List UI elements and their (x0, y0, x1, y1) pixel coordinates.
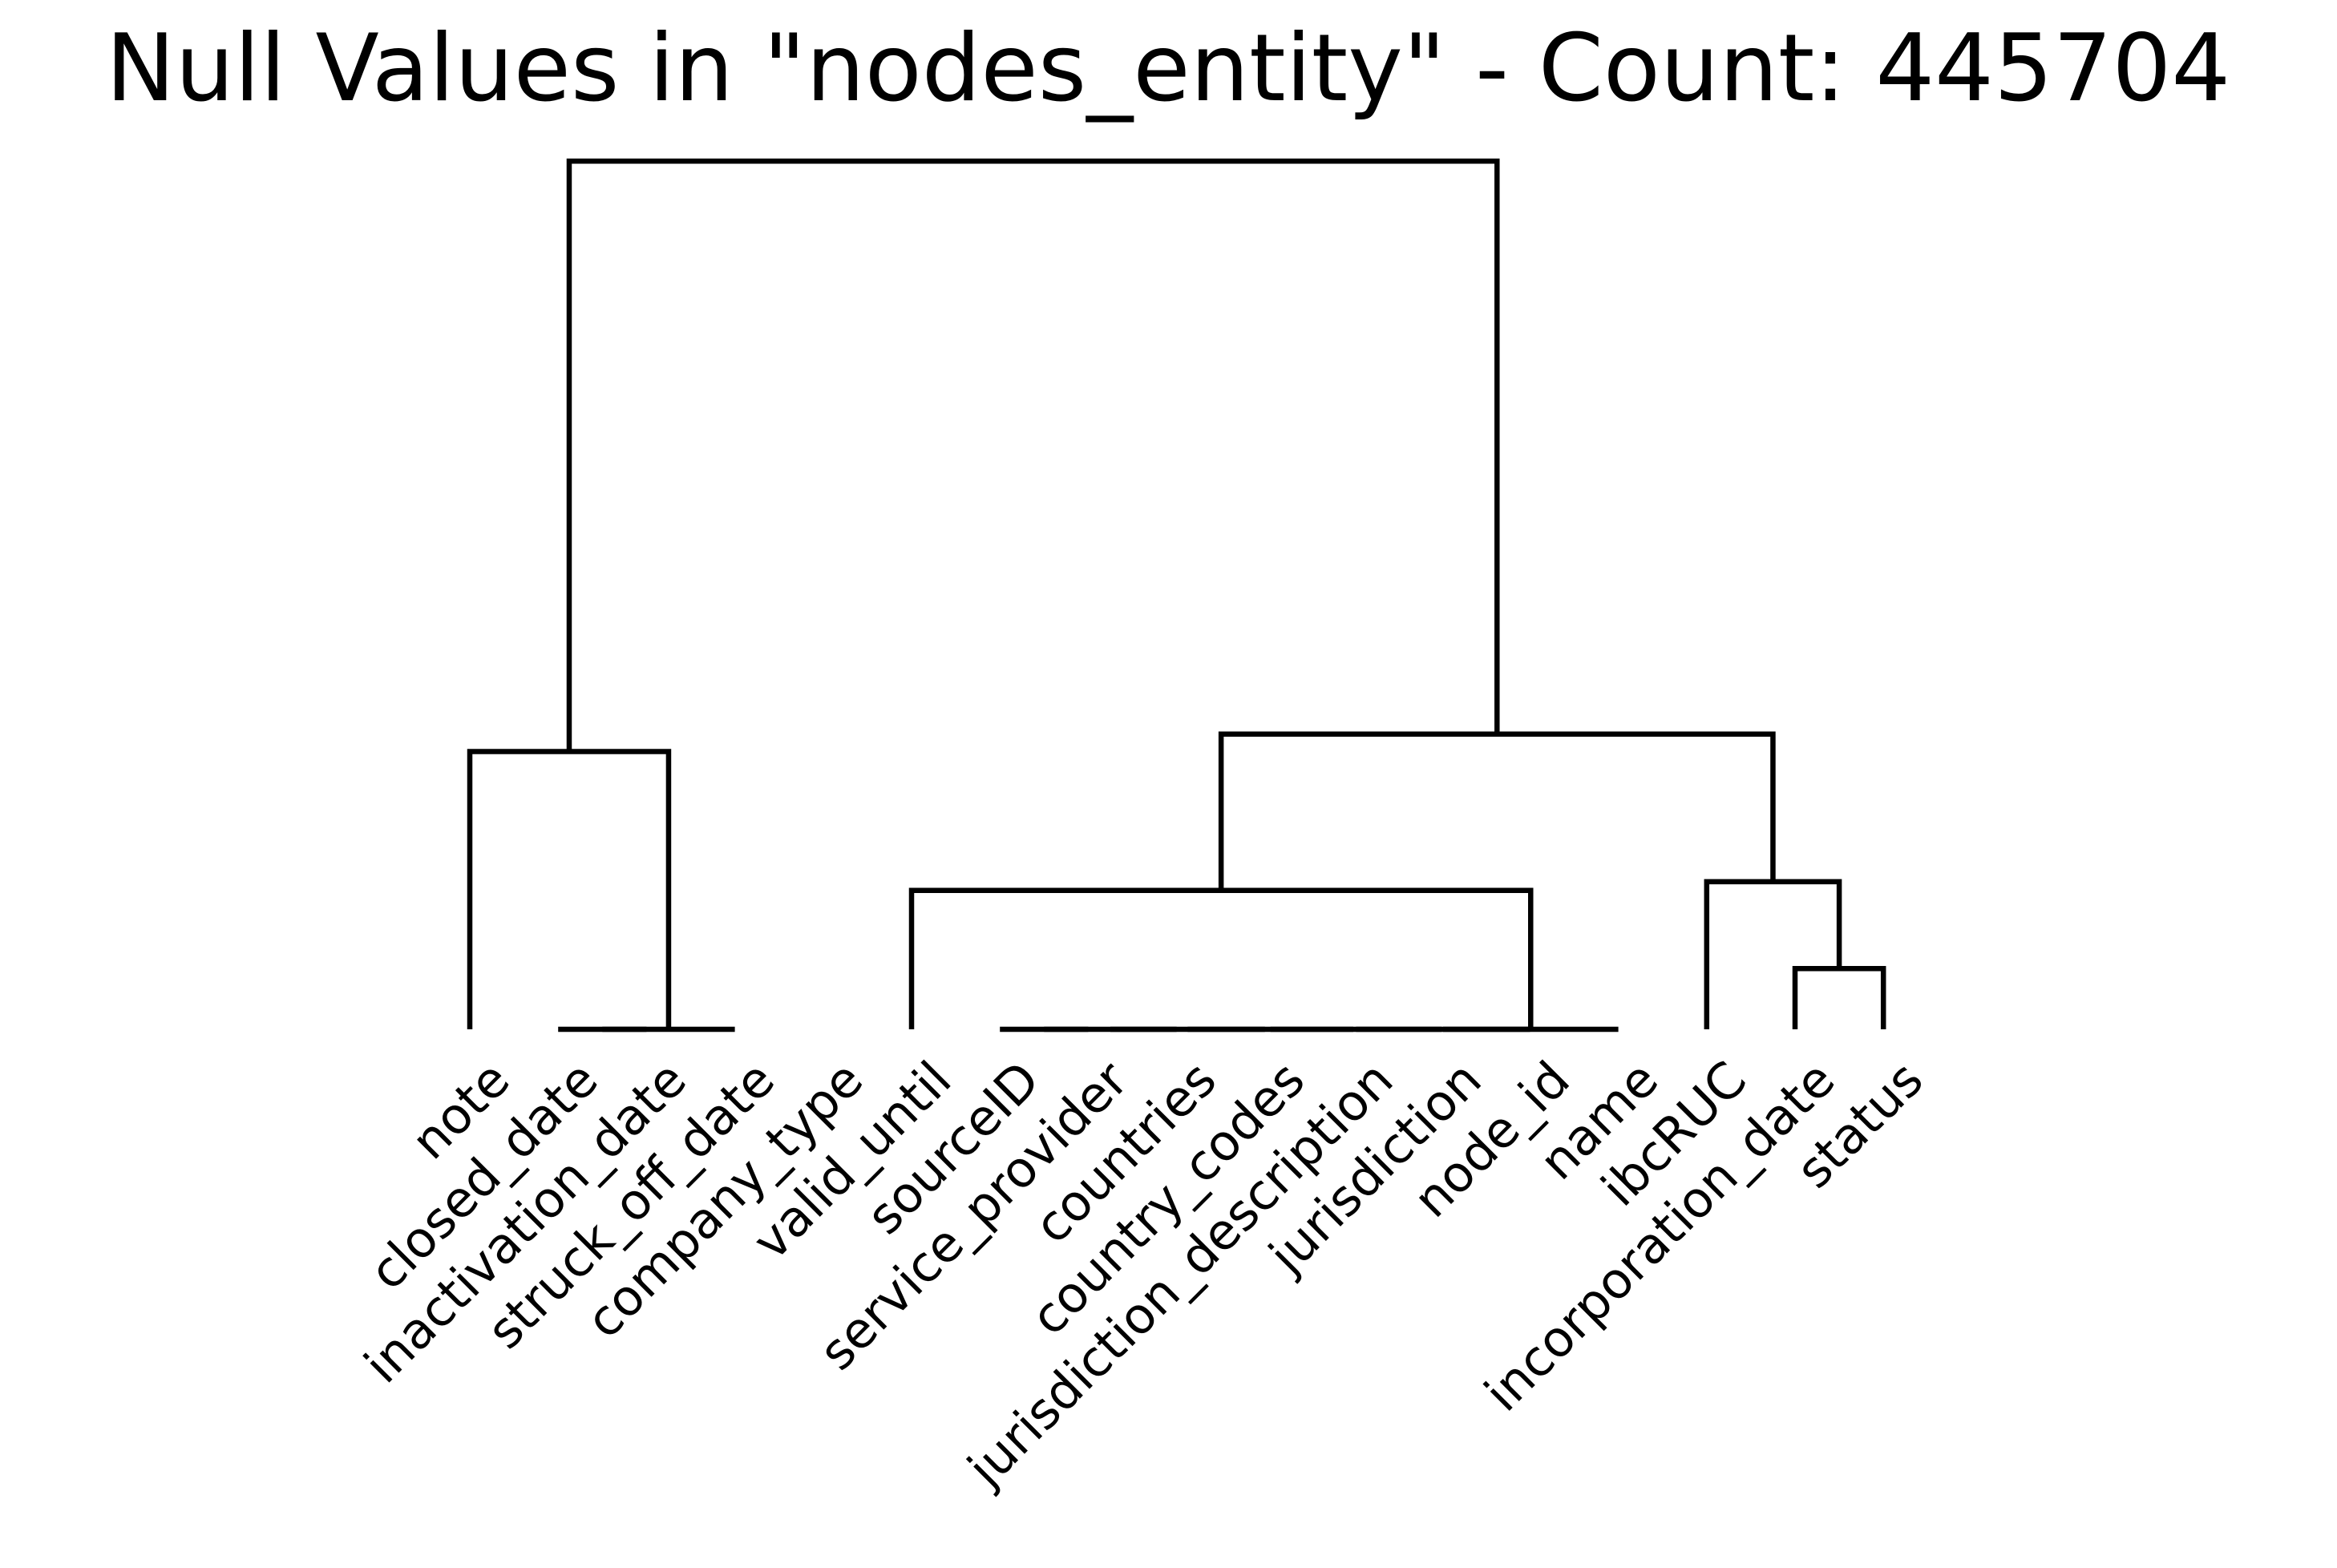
chart-title: Null Values in "nodes_entity" - Count: 4… (106, 14, 2230, 123)
dendrogram-link-e1 (1792, 965, 1886, 1029)
leaf-labels: noteclosed_dateinactivation_datestruck_o… (353, 1049, 1934, 1498)
dendrogram-link-root (566, 158, 1500, 752)
dendrogram-link-g1 (467, 749, 672, 1029)
dendrogram-links (467, 158, 1886, 1033)
dendrogram-link-f1 (908, 887, 1534, 1029)
dendrogram-link-f2 (1218, 731, 1776, 891)
dendrogram-link-e2 (1704, 879, 1842, 1029)
